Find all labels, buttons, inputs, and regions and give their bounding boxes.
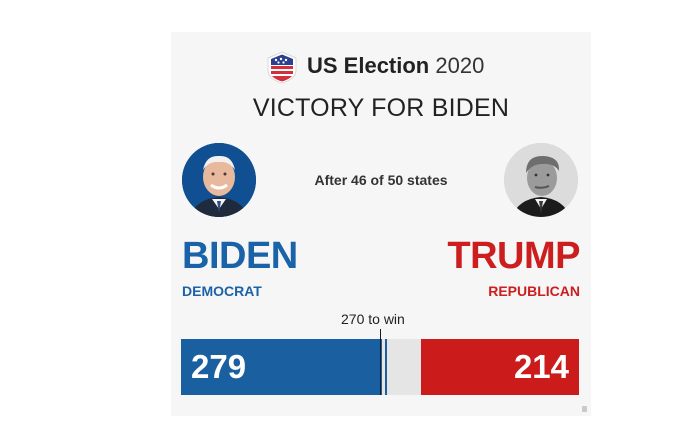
republican-electoral-votes: 214 [513, 348, 569, 385]
threshold-label: 270 to win [341, 311, 405, 327]
election-results-card: US Election 2020 VICTORY FOR BIDEN [171, 32, 591, 416]
header-title: US Election 2020 [307, 53, 484, 79]
results-progress-text: After 46 of 50 states [314, 172, 448, 188]
threshold-marker [379, 329, 381, 395]
biden-portrait [182, 143, 256, 217]
us-flag-shield-icon [267, 51, 297, 84]
header-brand: US Election [307, 53, 430, 78]
electoral-vote-bar: 279 214 [181, 329, 579, 395]
republican-candidate-name: TRUMP [447, 235, 580, 277]
democrat-party-label: DEMOCRAT [182, 283, 262, 299]
democrat-electoral-votes: 279 [191, 348, 247, 385]
democrat-votes-segment [181, 339, 388, 395]
threshold-gap [381, 339, 385, 395]
republican-party-label: REPUBLICAN [488, 283, 580, 299]
democrat-candidate-name: BIDEN [182, 235, 298, 277]
page-title: VICTORY FOR BIDEN [252, 94, 510, 122]
scroll-indicator [582, 406, 587, 412]
trump-portrait [504, 143, 578, 217]
republican-votes-segment [420, 339, 579, 395]
header: US Election 2020 [171, 40, 591, 84]
header-year: 2020 [435, 53, 485, 78]
